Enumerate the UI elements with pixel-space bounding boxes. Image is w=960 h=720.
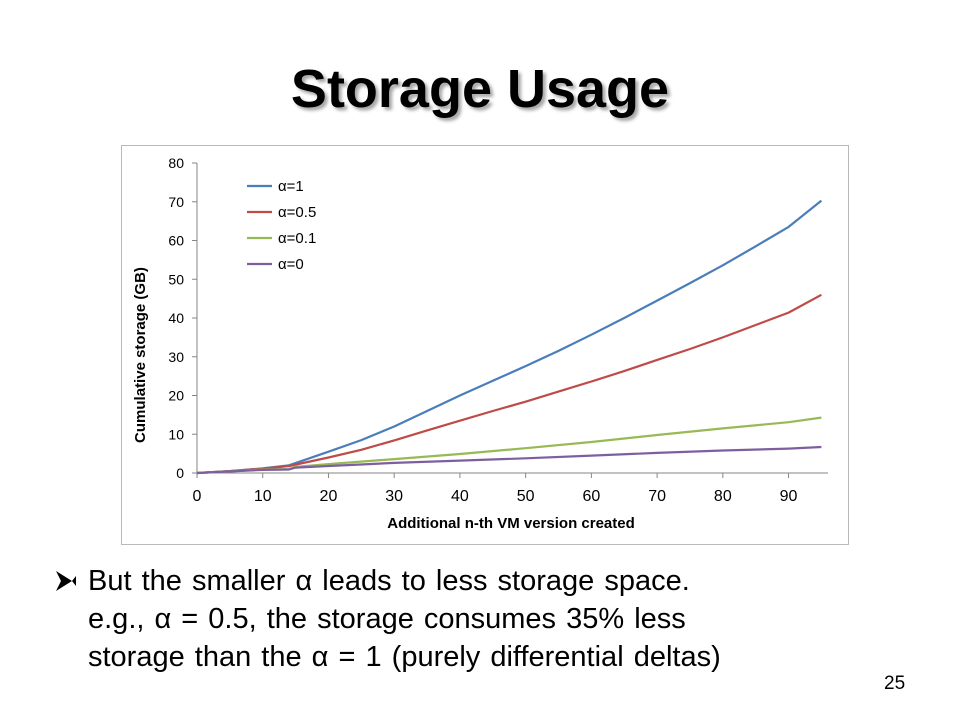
y-tick-label: 30 <box>168 349 184 365</box>
x-axis: 0 10 20 30 40 50 60 70 80 90 <box>193 472 828 505</box>
bullet-line-3: storage than the α = 1 (purely different… <box>88 641 721 673</box>
y-tick-label: 20 <box>168 388 184 404</box>
y-tick-label: 80 <box>168 155 184 171</box>
y-axis: 0 10 20 30 40 50 60 70 80 <box>168 155 198 481</box>
series-lines <box>196 199 823 475</box>
x-axis-label: Additional n-th VM version created <box>387 515 635 532</box>
bullet-line-2: e.g., α = 0.5, the storage consumes 35% … <box>88 603 686 635</box>
line-chart: 0 10 20 30 40 50 60 70 80 0 10 20 30 40 50 60 70 80 90 α=… <box>121 145 849 545</box>
x-tick-label: 40 <box>451 488 469 505</box>
y-tick-label: 10 <box>168 426 184 442</box>
bullet-text: But the smaller α leads to less storage … <box>88 562 908 676</box>
y-tick-label: 40 <box>168 310 184 326</box>
arrow-bullet-icon <box>56 571 76 591</box>
x-tick-label: 30 <box>385 488 403 505</box>
legend-label-0: α=1 <box>278 178 304 195</box>
legend-label-1: α=0.5 <box>278 204 316 221</box>
series-line-1 <box>196 293 822 475</box>
series-line-0 <box>196 199 823 475</box>
chart-svg: 0 10 20 30 40 50 60 70 80 0 10 20 30 40 50 60 70 80 90 α=… <box>132 155 828 532</box>
slide-number: 25 <box>884 673 906 694</box>
x-tick-label: 50 <box>517 488 535 505</box>
y-axis-label: Cumulative storage (GB) <box>132 267 149 443</box>
x-tick-label: 0 <box>193 488 202 505</box>
series-line-3 <box>196 445 822 475</box>
legend-label-2: α=0.1 <box>278 230 316 247</box>
slide-title: Storage Usage <box>290 59 670 119</box>
legend: α=1 α=0.5 α=0.1 α=0 <box>247 178 316 273</box>
y-tick-label: 70 <box>168 194 184 210</box>
y-tick-label: 0 <box>176 465 184 481</box>
y-tick-label: 60 <box>168 233 184 249</box>
bullet-line-1: But the smaller α leads to less storage … <box>88 565 690 597</box>
x-tick-label: 80 <box>714 488 732 505</box>
x-tick-label: 70 <box>648 488 666 505</box>
x-tick-label: 20 <box>320 488 338 505</box>
x-tick-label: 10 <box>254 488 272 505</box>
legend-label-3: α=0 <box>278 256 304 273</box>
x-tick-label: 90 <box>780 488 798 505</box>
y-tick-label: 50 <box>168 271 184 287</box>
x-tick-label: 60 <box>582 488 600 505</box>
